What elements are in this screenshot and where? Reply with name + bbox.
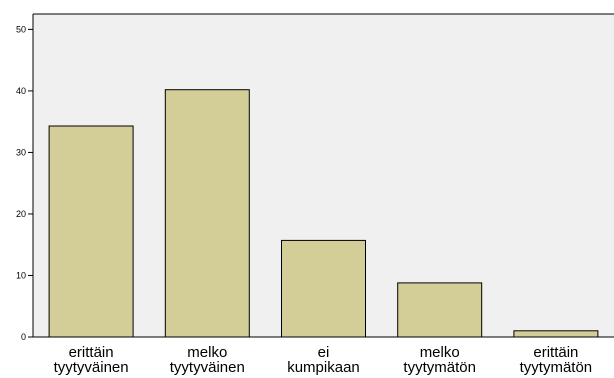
bar xyxy=(397,282,483,338)
x-tick-label-line: melko xyxy=(420,344,460,361)
y-tick-label: 20 xyxy=(16,209,26,219)
x-tick-label-line: ei xyxy=(318,344,330,361)
x-tick-label-line: tyytymätön xyxy=(520,359,593,376)
y-tick-label: 10 xyxy=(16,270,26,280)
x-tick-label-line: tyytymätön xyxy=(403,359,476,376)
y-axis: 0 10 20 30 40 50 xyxy=(16,13,614,342)
x-tick-label: melko tyytyväinen xyxy=(170,344,245,376)
x-tick-label: melko tyytymätön xyxy=(403,344,476,376)
x-tick-label: erittäin tyytymätön xyxy=(520,344,593,376)
y-tick-label: 50 xyxy=(16,24,26,34)
bar xyxy=(513,330,599,338)
x-tick-label: ei kumpikaan xyxy=(287,344,360,376)
bar xyxy=(164,89,250,338)
x-tick-label-line: tyytyväinen xyxy=(170,359,245,376)
x-tick-label-line: kumpikaan xyxy=(287,359,360,376)
x-tick-label-line: erittäin xyxy=(69,344,114,361)
y-tick-label: 40 xyxy=(16,86,26,96)
y-tick-label: 0 xyxy=(21,332,26,342)
bar xyxy=(48,125,134,338)
bar xyxy=(281,239,366,338)
x-tick-label-line: melko xyxy=(187,344,227,361)
x-tick-label-line: erittäin xyxy=(533,344,578,361)
y-tick-label: 30 xyxy=(16,147,26,157)
x-tick-label: erittäin tyytyväinen xyxy=(54,344,129,376)
bars xyxy=(48,89,599,338)
x-tick-label-line: tyytyväinen xyxy=(54,359,129,376)
